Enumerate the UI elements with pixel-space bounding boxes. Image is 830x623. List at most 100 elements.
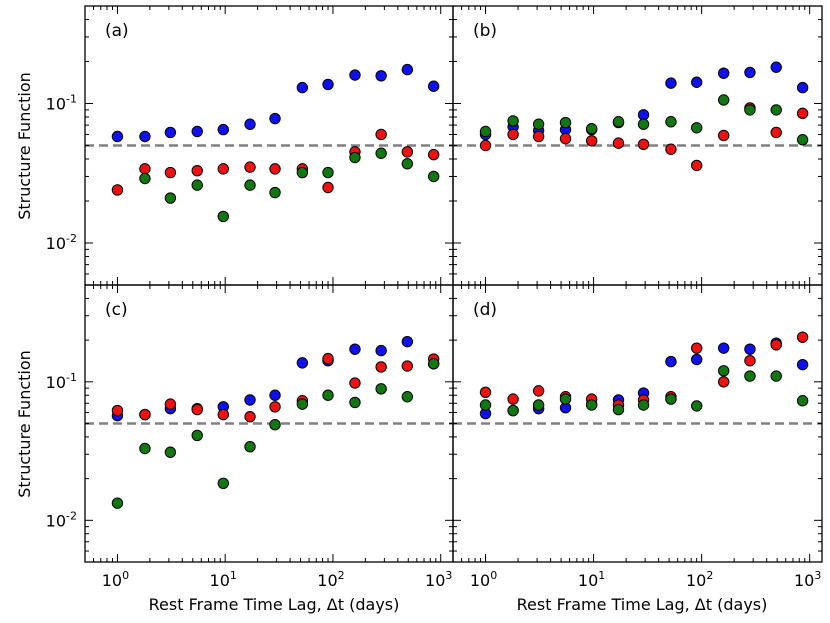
panel-label: (a) <box>105 21 129 41</box>
x-tick-exponent: 1 <box>598 569 605 582</box>
data-point-blue <box>665 77 677 89</box>
data-point-red <box>164 166 177 179</box>
data-point-blue <box>296 357 309 369</box>
data-point-green <box>744 370 756 382</box>
data-point-red <box>690 342 703 354</box>
data-point-blue <box>796 358 809 371</box>
data-point-green <box>665 393 677 405</box>
x-tick-exponent: 3 <box>814 569 821 582</box>
x-axis-label-right: Rest Frame Time Lag, Δt (days) <box>517 595 768 614</box>
data-point-green <box>532 399 545 411</box>
data-point-red <box>111 404 124 417</box>
data-point-blue <box>744 66 756 79</box>
data-point-red <box>401 146 414 158</box>
data-point-green <box>507 115 519 127</box>
data-point-blue <box>401 63 414 76</box>
panel-label: (b) <box>473 21 497 41</box>
data-point-green <box>269 419 281 431</box>
data-point-red <box>770 339 782 351</box>
data-point-green <box>111 497 124 509</box>
data-point-blue <box>296 81 309 94</box>
data-point-red <box>322 352 334 365</box>
data-point-blue <box>217 123 229 136</box>
data-point-red <box>507 128 519 141</box>
data-point-red <box>717 376 730 388</box>
data-point-red <box>559 132 572 145</box>
data-point-green <box>139 172 151 185</box>
data-point-blue <box>665 355 677 368</box>
y-tick-exponent: -1 <box>66 93 77 106</box>
data-point-red <box>770 126 782 139</box>
panel-d: (d)100 101 102 103 <box>452 284 823 590</box>
data-point-green <box>479 399 492 411</box>
data-point-blue <box>427 80 440 92</box>
data-point-red <box>269 401 281 413</box>
data-point-red <box>269 163 281 175</box>
data-point-blue <box>796 81 809 94</box>
data-point-blue <box>375 70 387 82</box>
data-point-green <box>217 210 229 223</box>
y-tick-label: 10-2 <box>46 232 77 253</box>
data-point-blue <box>111 130 124 143</box>
data-point-blue <box>690 353 703 366</box>
y-axis-label-top: Structure Function <box>15 72 34 220</box>
panel-label: (d) <box>473 300 497 320</box>
data-point-blue <box>744 343 756 355</box>
panel-label: (c) <box>105 300 128 320</box>
x-tick-exponent: 2 <box>706 569 713 582</box>
data-point-red <box>532 130 545 143</box>
x-tick-label: 100 <box>470 569 497 590</box>
data-point-green <box>164 192 177 204</box>
data-point-red <box>401 360 414 372</box>
x-tick-exponent: 2 <box>338 569 345 582</box>
data-point-red <box>244 410 256 423</box>
y-tick-label: 10-2 <box>46 509 77 530</box>
x-tick-label: 100 <box>102 569 129 590</box>
data-point-blue <box>139 130 151 143</box>
data-point-green <box>744 104 756 116</box>
data-point-red <box>690 159 703 172</box>
data-point-green <box>191 179 203 191</box>
data-point-red <box>322 181 334 194</box>
data-point-red <box>744 355 756 367</box>
y-tick-exponent: -1 <box>66 371 77 384</box>
panel-a: (a) 10-2 10-1 <box>46 5 454 286</box>
y-tick-exponent: -2 <box>66 509 77 522</box>
data-point-red <box>191 403 203 416</box>
data-point-red <box>507 393 519 405</box>
data-point-green <box>191 429 203 442</box>
data-point-green <box>217 477 229 490</box>
data-point-red <box>164 398 177 410</box>
data-point-green <box>717 94 730 106</box>
data-point-green <box>690 400 703 412</box>
data-point-blue <box>269 389 281 401</box>
data-point-red <box>427 148 440 161</box>
data-point-red <box>717 129 730 142</box>
data-point-green <box>164 446 177 458</box>
data-point-green <box>585 122 598 135</box>
data-point-red <box>139 408 151 421</box>
data-point-red <box>796 331 809 343</box>
data-point-green <box>770 370 782 382</box>
data-point-red <box>375 128 387 141</box>
data-point-red <box>217 408 229 421</box>
data-point-green <box>665 116 677 128</box>
data-point-red <box>665 143 677 155</box>
data-point-green <box>690 122 703 134</box>
panel-frame <box>452 284 823 563</box>
x-tick-label: 102 <box>686 569 713 590</box>
x-tick-label: 103 <box>794 569 821 590</box>
data-point-green <box>349 396 361 409</box>
data-point-green <box>532 118 545 130</box>
data-point-red <box>349 377 361 389</box>
data-point-red <box>796 107 809 120</box>
data-point-green <box>717 365 730 377</box>
data-point-green <box>637 399 650 411</box>
data-point-green <box>296 166 309 179</box>
data-point-green <box>427 358 440 370</box>
data-point-green <box>349 151 361 164</box>
data-point-green <box>559 116 572 129</box>
data-point-green <box>244 440 256 453</box>
